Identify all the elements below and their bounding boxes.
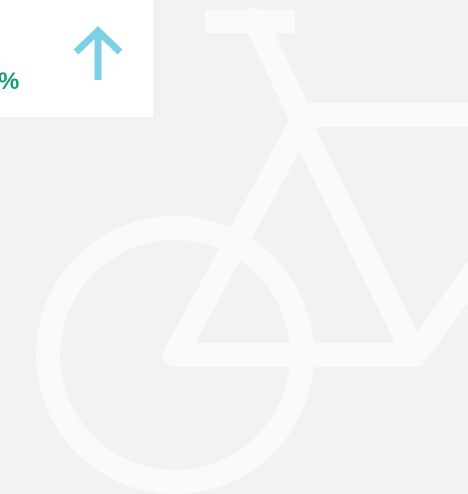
seat-post [255,20,300,115]
stat-card: % [0,0,153,117]
stat-suffix: % [0,68,19,96]
page: % (() => { const data = JSON.parse(docum… [0,0,468,494]
chain-stay [415,265,468,355]
saddle [205,10,295,33]
up-arrow-icon [72,26,126,82]
